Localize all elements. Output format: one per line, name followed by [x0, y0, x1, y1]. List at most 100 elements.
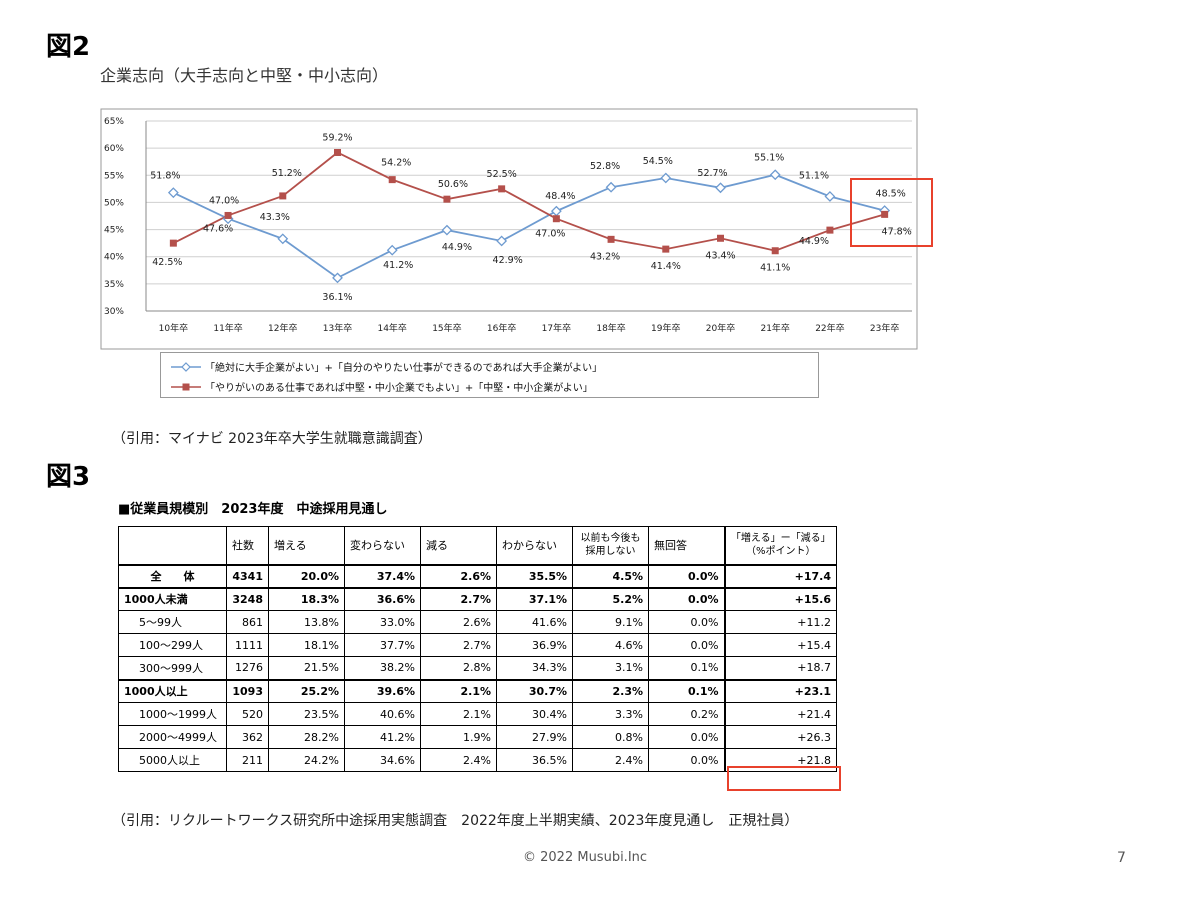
table-cell: 861	[226, 610, 269, 634]
table-cell: 30.4%	[496, 702, 573, 726]
header-cell: 減る	[420, 526, 497, 565]
table-cell: 20.0%	[268, 563, 345, 588]
y-tick-label: 65%	[104, 117, 124, 127]
table-cell: 37.4%	[344, 563, 421, 588]
table-cell: 0.0%	[648, 610, 725, 634]
table-cell: +23.1	[723, 678, 837, 703]
data-point-sme	[881, 210, 889, 218]
data-point-sme	[388, 176, 396, 184]
y-tick-label: 45%	[104, 226, 124, 236]
row-label: 300～999人	[118, 656, 227, 680]
data-label: 48.5%	[876, 189, 906, 200]
table-cell: 1111	[226, 633, 269, 657]
chart-legend: 「絶対に大手企業がよい」+「自分のやりたい仕事ができるのであれば大手企業がよい」…	[160, 352, 819, 398]
data-label: 47.6%	[203, 223, 233, 234]
header-cell: 以前も今後も採用しない	[572, 526, 649, 565]
table-cell: +11.2	[723, 610, 837, 634]
chart-border	[100, 108, 918, 350]
data-label: 47.0%	[535, 229, 565, 240]
table-row: 5000人以上 211 24.2% 34.6% 2.4% 36.5% 2.4% 0.0% +21…	[118, 748, 837, 772]
table-cell: 38.2%	[344, 656, 421, 680]
figure2-label: 図2	[46, 32, 91, 62]
table-header-row: 社数 増える 変わらない 減る わからない 以前も今後も採用しない 無回答 「増…	[118, 526, 837, 565]
table-cell: 21.5%	[268, 656, 345, 680]
data-label: 54.5%	[643, 156, 673, 167]
data-point-sme	[279, 192, 287, 200]
line-chart: 65% 60% 55% 50% 45% 40% 35% 30% 10年卒 11年卒 12年卒 13年…	[100, 108, 922, 408]
table-cell: 37.1%	[496, 586, 573, 611]
data-label: 51.2%	[272, 168, 302, 179]
table-cell: 4341	[226, 563, 269, 588]
y-tick-label: 55%	[104, 171, 124, 181]
x-tick-label: 13年卒	[323, 322, 352, 334]
table-cell: 2.4%	[420, 748, 497, 772]
table-cell: +15.6	[723, 586, 837, 611]
table-cell: 2.6%	[420, 610, 497, 634]
x-tick-label: 21年卒	[760, 322, 789, 334]
table-cell: 0.0%	[648, 586, 725, 611]
table-cell: 0.1%	[648, 678, 725, 703]
header-cell	[118, 526, 227, 565]
legend-label-large: 「絶対に大手企業がよい」+「自分のやりたい仕事ができるのであれば大手企業がよい」	[205, 363, 603, 374]
figure3-label: 図3	[46, 462, 91, 492]
data-label: 52.8%	[590, 161, 620, 172]
data-point-sme	[826, 226, 834, 234]
table-cell: 41.2%	[344, 725, 421, 749]
y-tick-label: 50%	[104, 198, 124, 208]
table-cell: 28.2%	[268, 725, 345, 749]
table-cell: 1276	[226, 656, 269, 680]
x-tick-label: 11年卒	[213, 322, 242, 334]
copyright: © 2022 Musubi.Inc	[523, 850, 648, 865]
data-point-large	[715, 182, 726, 194]
data-label: 54.2%	[381, 158, 411, 169]
table-cell: 37.7%	[344, 633, 421, 657]
data-point-sme	[662, 245, 670, 253]
table-row: 1000人以上 1093 25.2% 39.6% 2.1% 30.7% 2.3% 0.1% +2…	[118, 678, 837, 703]
data-label: 59.2%	[322, 132, 352, 143]
data-point-large	[386, 244, 398, 256]
data-point-sme	[334, 148, 341, 156]
table-cell: 1093	[226, 678, 269, 703]
table-cell: 4.5%	[572, 563, 649, 588]
chart-highlight-box	[850, 178, 933, 247]
data-label: 43.2%	[590, 251, 620, 262]
data-point-sme	[607, 235, 615, 243]
table-cell: 2.8%	[420, 656, 497, 680]
table-cell: 36.5%	[496, 748, 573, 772]
table-cell: 0.0%	[648, 633, 725, 657]
table-cell: +21.4	[723, 702, 837, 726]
x-tick-label: 12年卒	[268, 322, 297, 334]
data-point-large	[441, 224, 453, 236]
table-cell: 2.7%	[420, 586, 497, 611]
table-cell: 3248	[226, 586, 269, 611]
table-cell: 25.2%	[268, 678, 345, 703]
x-tick-label: 23年卒	[870, 322, 899, 334]
data-point-sme	[498, 185, 506, 193]
table-cell: 30.7%	[496, 678, 573, 703]
header-cell: 増える	[268, 526, 345, 565]
y-tick-label: 35%	[104, 280, 124, 290]
table-cell: 36.9%	[496, 633, 573, 657]
data-label: 44.9%	[442, 242, 472, 253]
data-point-sme	[771, 247, 779, 255]
data-point-sme	[717, 234, 724, 242]
data-label: 51.8%	[150, 171, 180, 182]
row-label: 2000～4999人	[118, 725, 227, 749]
table-cell: 1.9%	[420, 725, 497, 749]
table-cell: 0.8%	[572, 725, 649, 749]
table-row: 全 体 4341 20.0% 37.4% 2.6% 35.5% 4.5% 0.0% +17.4	[118, 563, 837, 588]
table-row: 2000～4999人 362 28.2% 41.2% 1.9% 27.9% 0.8% 0.0%…	[118, 725, 837, 749]
table-cell: 36.6%	[344, 586, 421, 611]
table-cell: 34.3%	[496, 656, 573, 680]
row-label: 100～299人	[118, 633, 227, 657]
table-cell: 2.6%	[420, 563, 497, 588]
data-label: 50.6%	[438, 179, 468, 190]
data-point-large	[496, 235, 508, 247]
x-tick-label: 15年卒	[432, 322, 461, 334]
data-label: 42.9%	[493, 255, 523, 266]
hiring-outlook-table: 社数 増える 変わらない 減る わからない 以前も今後も採用しない 無回答 「増…	[118, 526, 837, 772]
table-cell: 41.6%	[496, 610, 573, 634]
table-cell: 4.6%	[572, 633, 649, 657]
data-point-large	[605, 181, 617, 193]
data-label: 52.7%	[697, 168, 727, 179]
